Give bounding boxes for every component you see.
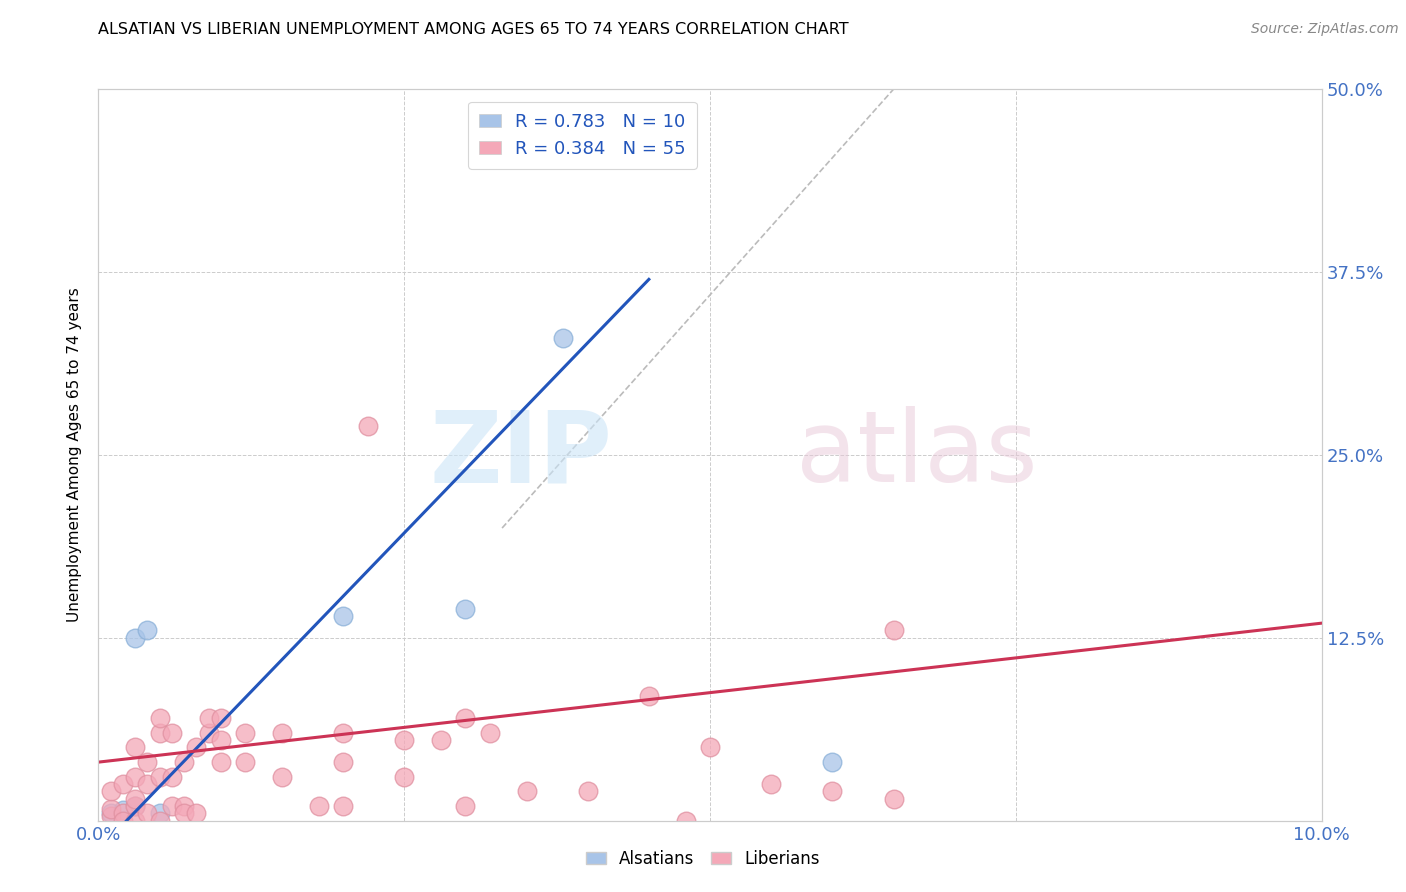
Point <box>699 740 721 755</box>
Point <box>576 784 599 798</box>
Point <box>149 711 172 725</box>
Point <box>186 806 208 821</box>
Point <box>124 770 146 784</box>
Point <box>209 755 232 769</box>
Point <box>149 806 172 821</box>
Point <box>136 624 159 638</box>
Point <box>100 802 122 816</box>
Point <box>149 770 172 784</box>
Point <box>173 806 195 821</box>
Point <box>100 809 122 823</box>
Point <box>173 799 195 814</box>
Point <box>160 726 183 740</box>
Point <box>149 726 172 740</box>
Point <box>308 799 330 814</box>
Point <box>430 733 453 747</box>
Point <box>675 814 697 828</box>
Point <box>111 777 134 791</box>
Point <box>332 799 354 814</box>
Point <box>209 733 232 747</box>
Point <box>124 791 146 805</box>
Legend: R = 0.783   N = 10, R = 0.384   N = 55: R = 0.783 N = 10, R = 0.384 N = 55 <box>468 102 697 169</box>
Point <box>332 608 354 623</box>
Point <box>233 755 256 769</box>
Point <box>516 784 538 798</box>
Y-axis label: Unemployment Among Ages 65 to 74 years: Unemployment Among Ages 65 to 74 years <box>67 287 83 623</box>
Point <box>270 770 292 784</box>
Point <box>124 740 146 755</box>
Point <box>111 814 134 828</box>
Point <box>883 624 905 638</box>
Point <box>454 601 477 615</box>
Point <box>478 726 501 740</box>
Point <box>197 726 219 740</box>
Point <box>821 784 844 798</box>
Point <box>821 755 844 769</box>
Point <box>111 806 134 821</box>
Point <box>160 770 183 784</box>
Point <box>186 740 208 755</box>
Point <box>136 755 159 769</box>
Point <box>270 726 292 740</box>
Text: atlas: atlas <box>796 407 1038 503</box>
Text: ZIP: ZIP <box>429 407 612 503</box>
Point <box>637 690 661 704</box>
Point <box>553 331 575 345</box>
Point <box>136 777 159 791</box>
Point <box>124 631 146 645</box>
Text: Source: ZipAtlas.com: Source: ZipAtlas.com <box>1251 22 1399 37</box>
Point <box>454 799 477 814</box>
Point <box>209 711 232 725</box>
Point <box>173 755 195 769</box>
Point <box>356 418 378 433</box>
Point <box>136 806 159 821</box>
Point <box>197 711 219 725</box>
Point <box>392 733 416 747</box>
Point <box>111 804 134 818</box>
Point <box>124 799 146 814</box>
Point <box>233 726 256 740</box>
Text: ALSATIAN VS LIBERIAN UNEMPLOYMENT AMONG AGES 65 TO 74 YEARS CORRELATION CHART: ALSATIAN VS LIBERIAN UNEMPLOYMENT AMONG … <box>98 22 849 37</box>
Point <box>454 711 477 725</box>
Point <box>124 799 146 814</box>
Point <box>332 755 354 769</box>
Point <box>124 814 146 828</box>
Point <box>149 814 172 828</box>
Point <box>883 791 905 805</box>
Point <box>160 799 183 814</box>
Point <box>100 806 122 821</box>
Legend: Alsatians, Liberians: Alsatians, Liberians <box>579 844 827 875</box>
Point <box>759 777 782 791</box>
Point <box>392 770 416 784</box>
Point <box>100 784 122 798</box>
Point <box>332 726 354 740</box>
